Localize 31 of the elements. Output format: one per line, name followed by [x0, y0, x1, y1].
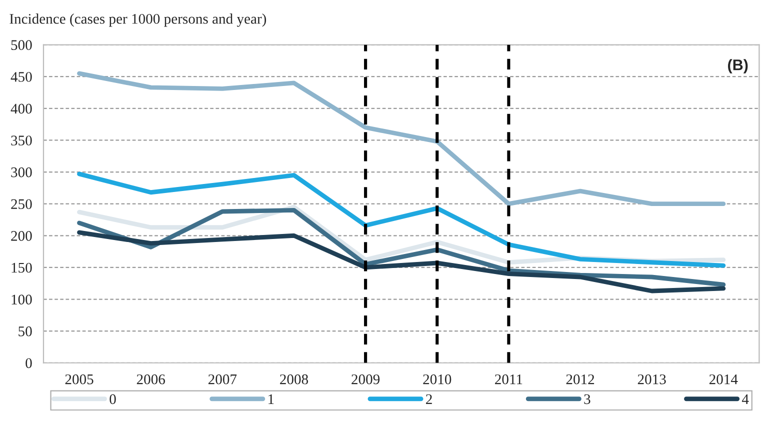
y-tick-label: 350 — [11, 136, 32, 146]
x-tick-label: 2006 — [136, 374, 165, 384]
legend-label: 4 — [742, 394, 749, 404]
line-series — [77, 71, 726, 206]
legend-label: 2 — [426, 394, 432, 404]
line-series — [77, 230, 726, 294]
x-tick-label: 2012 — [566, 374, 594, 384]
x-tick-label: 2014 — [709, 374, 738, 384]
x-tick-label: 2009 — [352, 374, 380, 384]
legend-label: 3 — [584, 394, 590, 404]
y-tick-label: 0 — [26, 358, 32, 368]
x-tick-label: 2008 — [280, 374, 308, 384]
legend-label: 1 — [268, 394, 274, 404]
annotation: (B) — [728, 59, 748, 74]
y-tick-label: 300 — [11, 167, 32, 178]
y-tick-label: 100 — [12, 294, 32, 304]
line-series — [77, 172, 726, 268]
y-axis-title: Incidence (cases per 1000 persons and year) — [10, 14, 266, 27]
y-tick-label: 450 — [10, 72, 32, 82]
x-tick-label: 2007 — [208, 374, 237, 384]
y-tick-label: 200 — [11, 231, 32, 241]
y-tick-label: 150 — [12, 262, 32, 273]
x-tick-label: 2005 — [65, 374, 94, 384]
x-tick-label: 2011 — [495, 374, 522, 384]
y-tick-label: 250 — [11, 199, 32, 210]
x-tick-label: 2013 — [638, 374, 666, 384]
x-tick-label: 2010 — [423, 374, 452, 384]
y-tick-label: 400 — [10, 104, 32, 114]
y-tick-label: 500 — [11, 40, 32, 50]
legend-label: 0 — [110, 394, 116, 404]
y-tick-label: 50 — [18, 326, 32, 336]
